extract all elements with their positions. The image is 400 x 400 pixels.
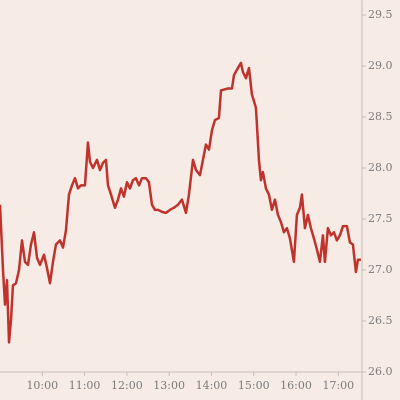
y-tick-label: 26.5 [368, 314, 393, 327]
x-tick-label: 12:00 [111, 379, 143, 392]
x-tick-label: 13:00 [153, 379, 185, 392]
y-tick-label: 28.5 [368, 110, 393, 123]
x-tick-label: 17:00 [322, 379, 354, 392]
y-tick-label: 29.5 [368, 8, 393, 21]
y-tick-label: 28.0 [368, 161, 393, 174]
y-tick-label: 27.0 [368, 263, 393, 276]
x-tick-label: 15:00 [238, 379, 270, 392]
x-tick-label: 11:00 [69, 379, 101, 392]
y-tick-label: 26.0 [368, 365, 393, 378]
y-tick-label: 27.5 [368, 212, 393, 225]
price-line [0, 61, 361, 344]
y-tick-label: 29.0 [368, 59, 393, 72]
x-tick-label: 10:00 [26, 379, 58, 392]
x-tick-label: 14:00 [196, 379, 228, 392]
x-tick-label: 16:00 [280, 379, 312, 392]
